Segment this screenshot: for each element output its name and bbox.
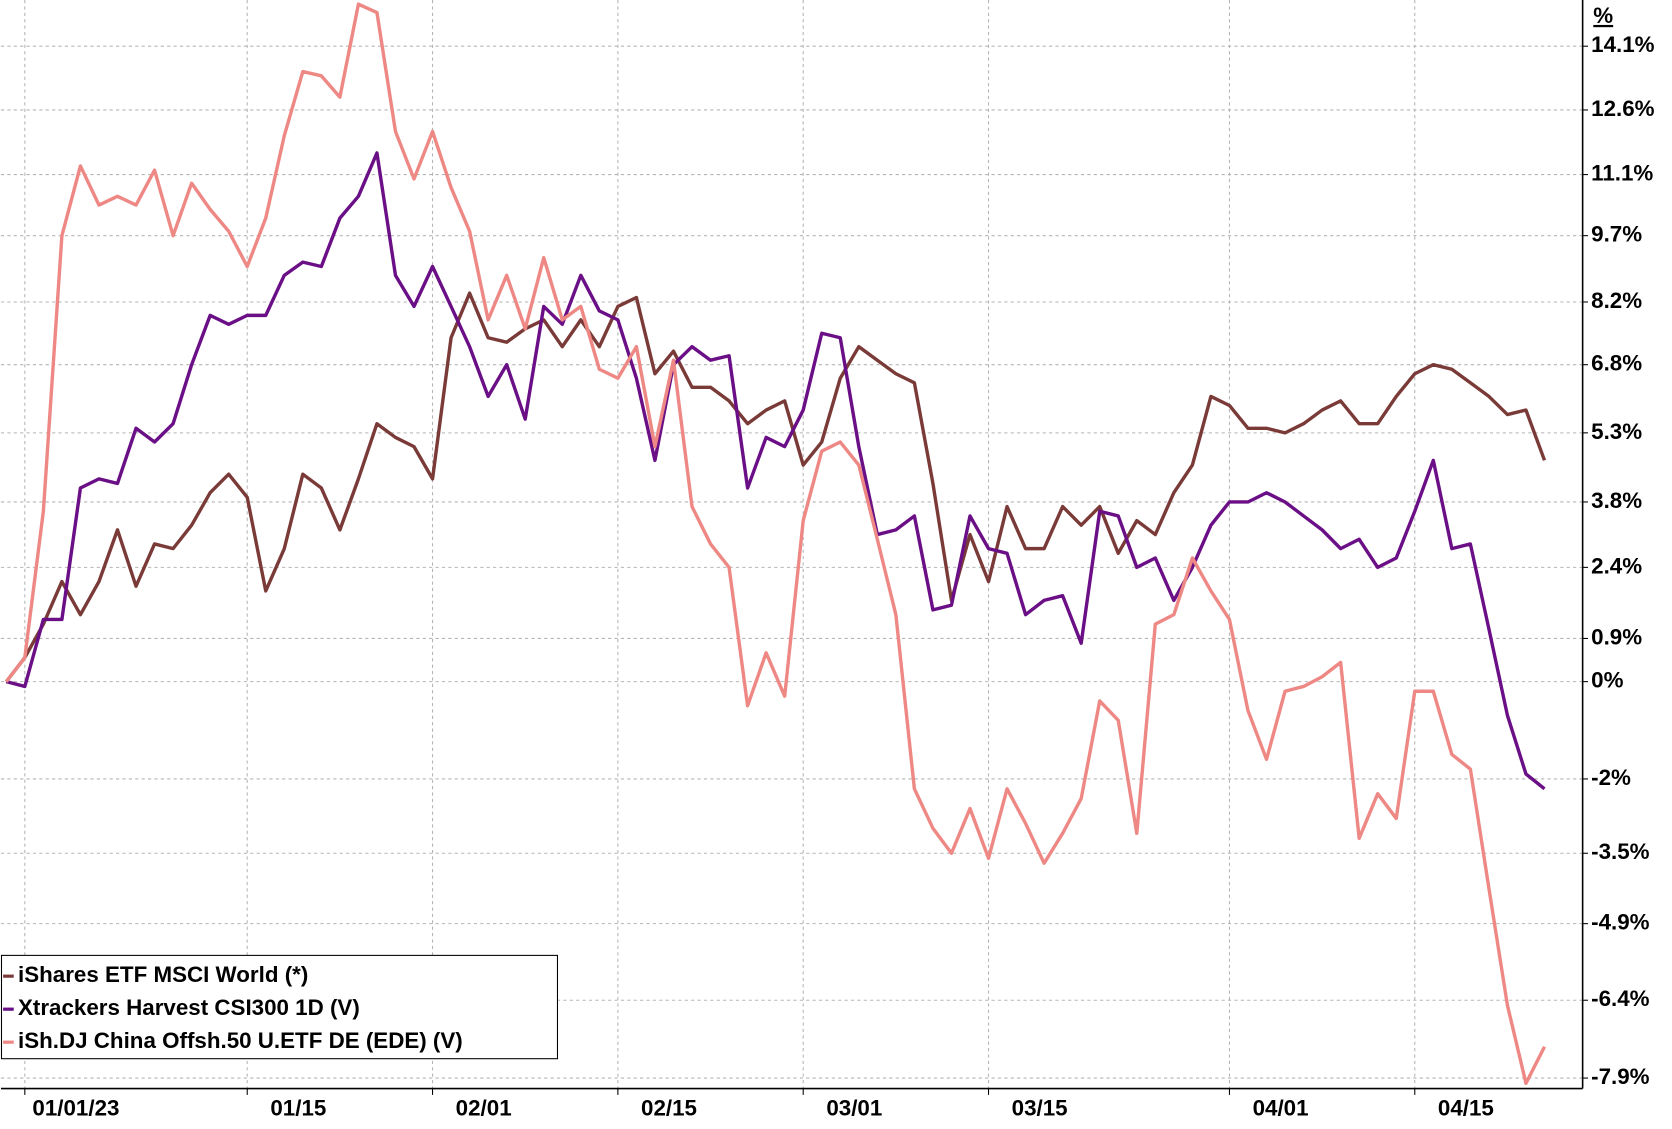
x-tick-label: 02/01 <box>456 1096 512 1121</box>
series-line <box>4 291 1547 683</box>
y-tick-label: -6.4% <box>1591 986 1650 1011</box>
y-axis-label: % <box>1593 3 1613 28</box>
x-tick-label: 04/15 <box>1438 1096 1494 1121</box>
y-tick-label: -2% <box>1591 765 1631 790</box>
legend-label: iSh.DJ China Offsh.50 U.ETF DE (EDE) (V) <box>18 1028 463 1053</box>
x-tick-label: 01/15 <box>270 1096 326 1121</box>
x-tick-label: 04/01 <box>1253 1096 1309 1121</box>
y-tick-label: 3.8% <box>1591 488 1642 513</box>
legend-label: iShares ETF MSCI World (*) <box>18 962 308 987</box>
x-tick-label: 03/15 <box>1012 1096 1068 1121</box>
line-layer <box>4 2 1547 1086</box>
y-tick-label: -7.9% <box>1591 1064 1650 1089</box>
legend-box <box>0 954 559 1060</box>
legend-label: Xtrackers Harvest CSI300 1D (V) <box>18 995 360 1020</box>
y-tick-label: 6.8% <box>1591 351 1642 376</box>
x-tick-label: 01/01/23 <box>32 1096 119 1121</box>
x-tick-label: 03/01 <box>826 1096 882 1121</box>
y-tick-label: -4.9% <box>1591 910 1650 935</box>
y-tick-label: -3.5% <box>1591 839 1650 864</box>
y-tick-label: 11.1% <box>1591 160 1653 185</box>
series-line <box>5 151 1546 791</box>
y-tick-label: 8.2% <box>1591 288 1642 313</box>
y-tick-label: 14.1% <box>1591 32 1655 57</box>
y-tick-label: 5.3% <box>1591 419 1642 444</box>
y-tick-label: 0.9% <box>1591 624 1642 649</box>
legend: iShares ETF MSCI World (*) Xtrackers Harv… <box>0 954 559 1060</box>
y-tick-label: 9.7% <box>1591 222 1642 247</box>
series-line <box>4 2 1547 1086</box>
y-tick-label: 0% <box>1591 668 1623 693</box>
y-tick-label: 2.4% <box>1591 553 1642 578</box>
x-tick-label: 02/15 <box>641 1096 697 1121</box>
y-tick-label: 12.6% <box>1591 96 1655 121</box>
